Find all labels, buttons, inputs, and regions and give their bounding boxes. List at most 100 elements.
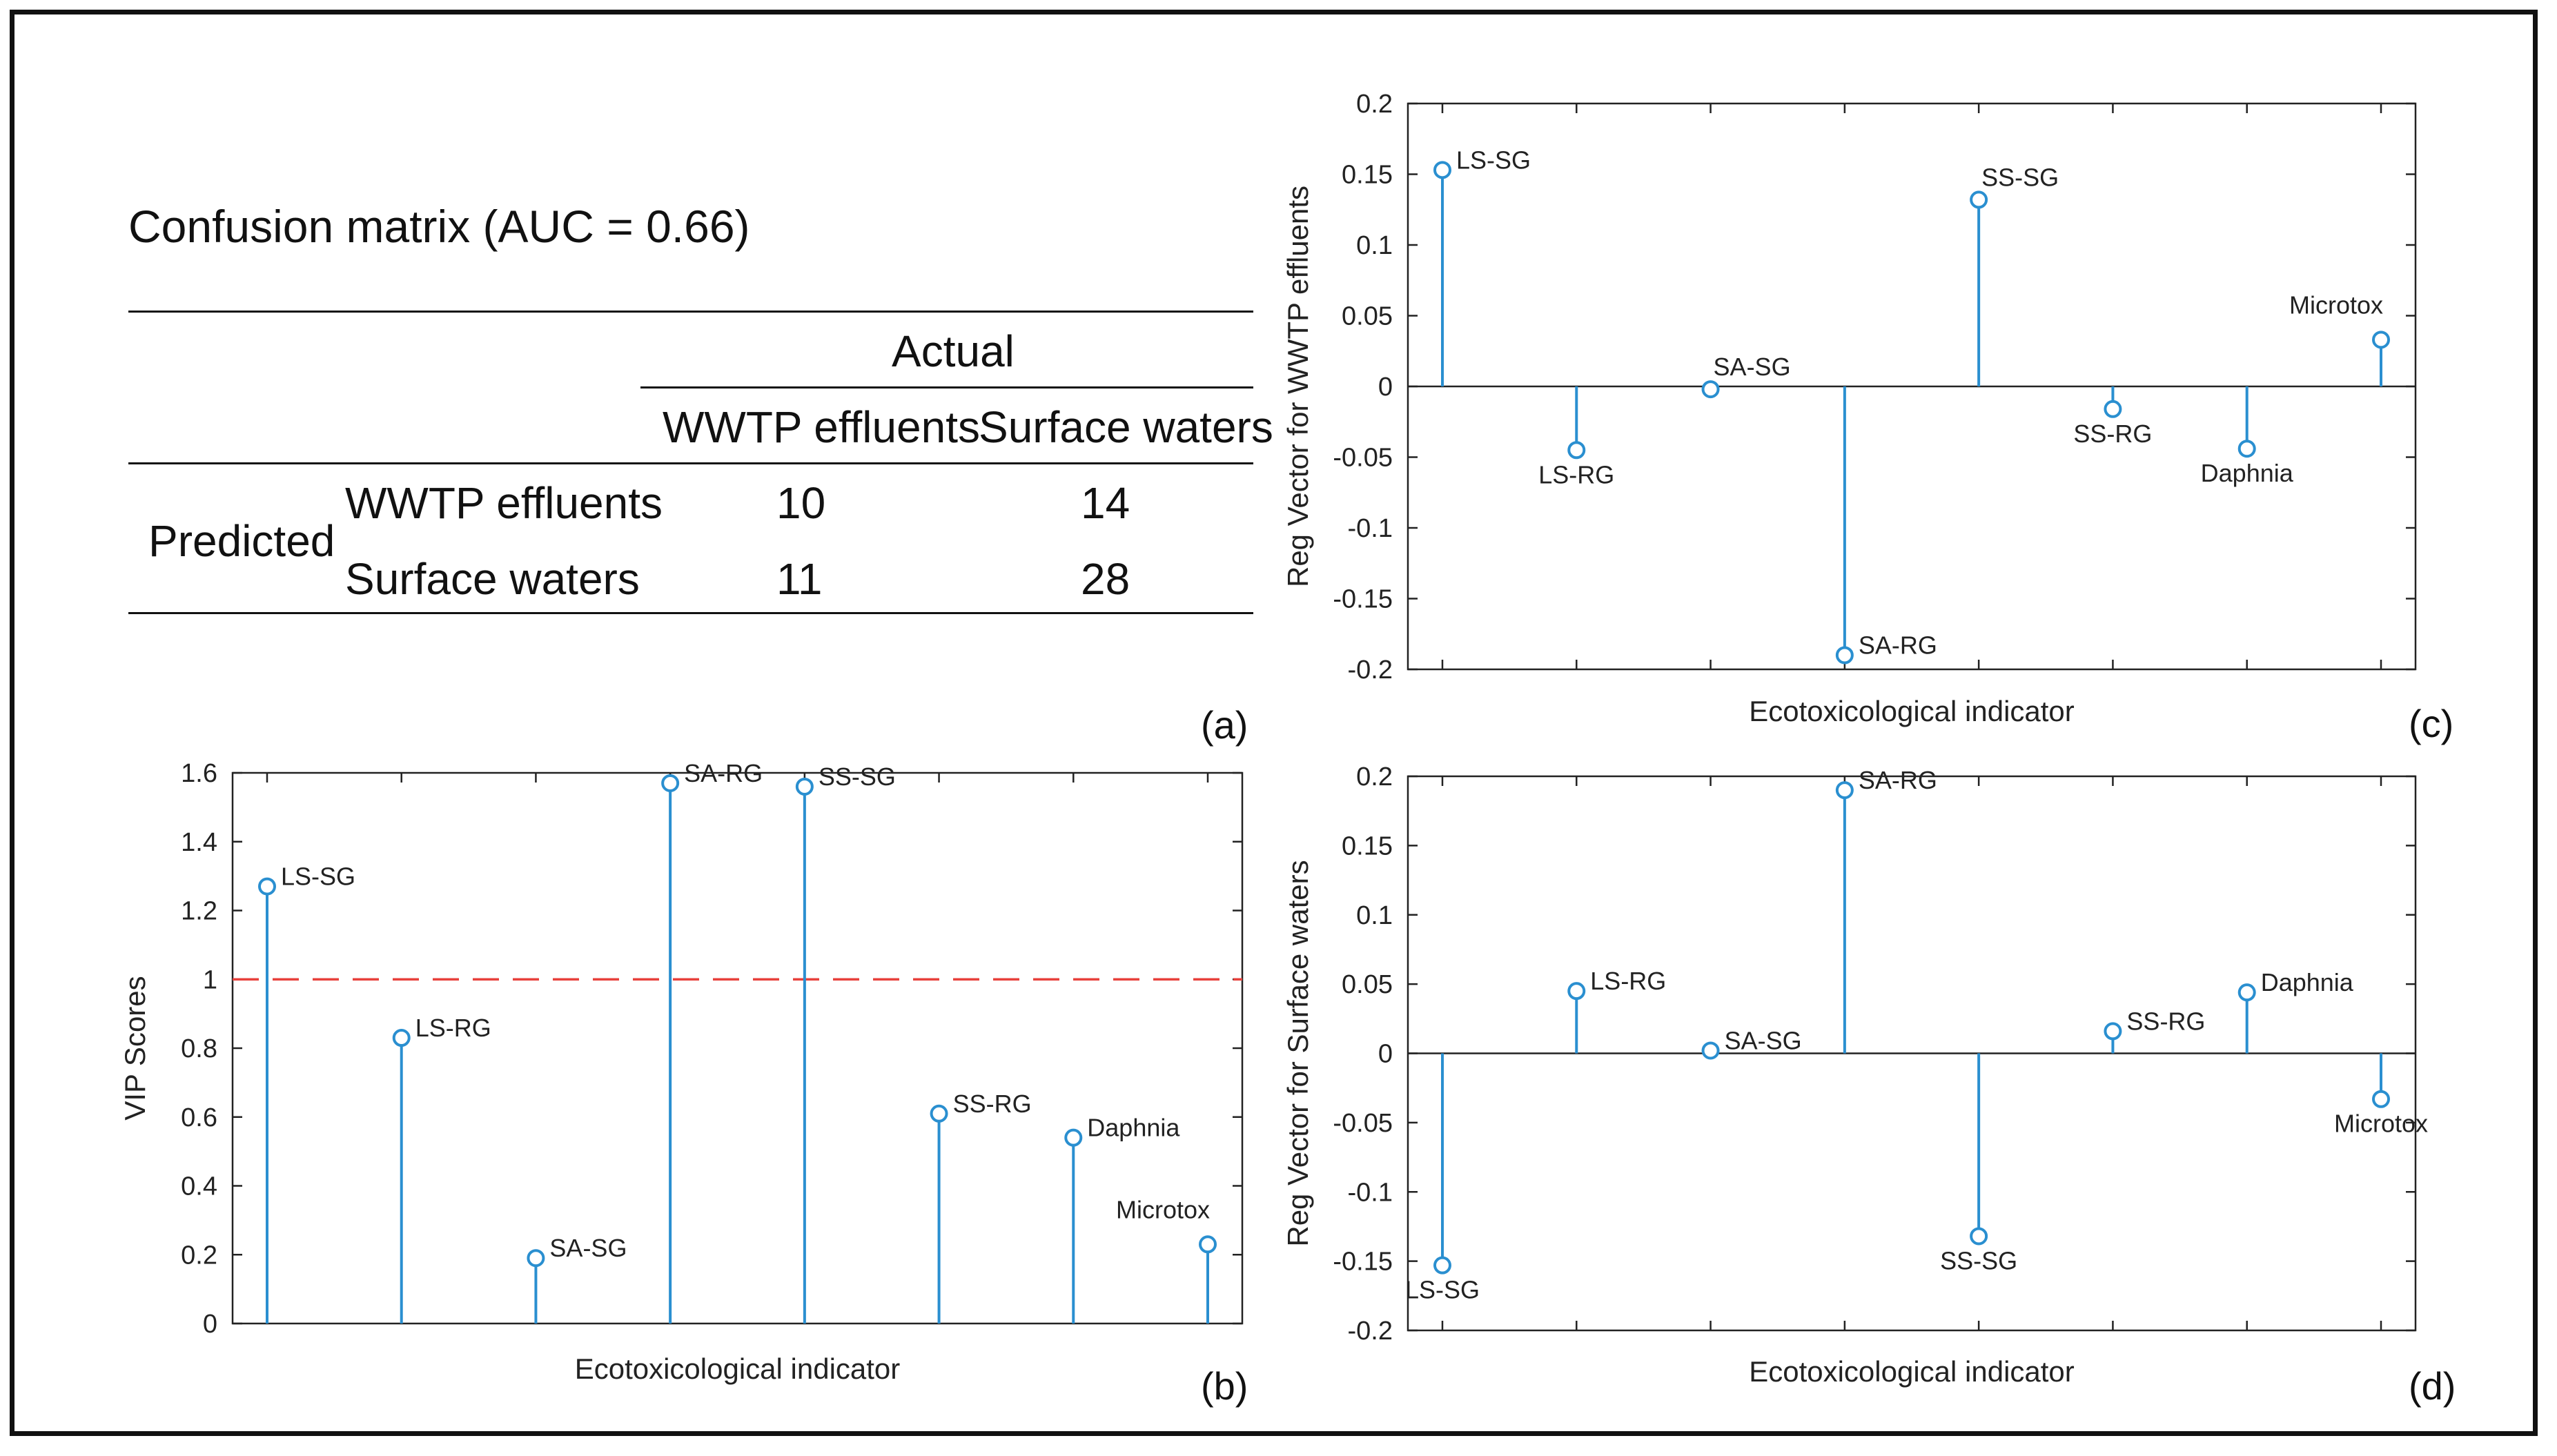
- y-tick-label: -0.2: [1348, 1317, 1393, 1346]
- stem-marker: [1064, 1128, 1083, 1147]
- y-axis-label: Reg Vector for WWTP effluents: [1282, 186, 1314, 587]
- stem-marker: [2237, 983, 2256, 1002]
- data-label: Microtox: [2289, 291, 2383, 319]
- data-label: SA-SG: [1714, 353, 1791, 381]
- data-label: Microtox: [1116, 1195, 1210, 1223]
- stem-sa-sg: SA-SG: [1701, 353, 1791, 399]
- y-tick-label: -0.05: [1333, 1109, 1393, 1138]
- stem-ss-sg: SS-SG: [1940, 1053, 2017, 1275]
- y-tick-label: 0.2: [1356, 763, 1393, 791]
- stem-sa-rg: SA-RG: [1835, 386, 1937, 665]
- stem-marker: [1970, 190, 1988, 209]
- y-tick-label: 0.2: [181, 1241, 217, 1270]
- panel-label-c: (c): [2409, 702, 2453, 745]
- stem-ls-sg: LS-SG: [258, 863, 355, 1324]
- y-tick-label: 0.05: [1342, 970, 1393, 999]
- cell-wwtp-surface: 14: [1081, 478, 1130, 528]
- y-tick-label: 0.15: [1342, 832, 1393, 860]
- data-label: LS-SG: [1405, 1276, 1480, 1304]
- stem-marker: [258, 877, 276, 896]
- stem-marker: [1567, 441, 1586, 460]
- data-label: LS-RG: [415, 1014, 491, 1042]
- column-header-wwtp: WWTP effluents: [663, 402, 980, 452]
- stem-microtox: Microtox: [1116, 1195, 1217, 1324]
- y-tick-label: 1.2: [181, 897, 217, 926]
- row-label-surface: Surface waters: [345, 554, 640, 604]
- stem-marker: [1433, 1256, 1451, 1275]
- y-tick-label: 0: [1378, 1040, 1393, 1069]
- stem-marker: [392, 1029, 411, 1047]
- stem-marker: [2104, 1022, 2122, 1041]
- x-axis-label: Ecotoxicological indicator: [575, 1352, 901, 1385]
- data-label: SA-RG: [1859, 631, 1937, 660]
- y-tick-label: 0.2: [1356, 90, 1393, 119]
- stem-ls-rg: LS-RG: [1538, 386, 1614, 489]
- y-axis-label: VIP Scores: [119, 976, 151, 1120]
- y-tick-label: 0.1: [1356, 231, 1393, 260]
- stem-ls-sg: LS-SG: [1433, 146, 1531, 386]
- stem-ls-sg: LS-SG: [1405, 1053, 1480, 1304]
- stem-marker: [1199, 1235, 1217, 1254]
- data-label: SS-SG: [1940, 1246, 2017, 1275]
- y-tick-label: 0.05: [1342, 302, 1393, 331]
- data-label: SA-SG: [1725, 1026, 1802, 1054]
- y-tick-label: 0: [203, 1310, 217, 1339]
- x-axis-label: Ecotoxicological indicator: [1749, 695, 2075, 727]
- y-tick-label: 1: [203, 965, 217, 994]
- panel-label-a: (a): [1201, 703, 1248, 747]
- confusion-matrix-title: Confusion matrix (AUC = 0.66): [128, 201, 750, 252]
- data-label: SS-SG: [819, 763, 896, 791]
- actual-header: Actual: [892, 326, 1015, 376]
- stem-ss-sg: SS-SG: [1970, 163, 2059, 386]
- table-bottom-rule: [128, 612, 1253, 614]
- stem-marker: [2372, 331, 2390, 349]
- cell-surface-wwtp: 11: [776, 554, 823, 604]
- stem-marker: [1970, 1227, 1988, 1246]
- predicted-header: Predicted: [148, 516, 335, 566]
- data-label: LS-SG: [1456, 146, 1531, 174]
- actual-header-rule: [640, 386, 1253, 388]
- stem-daphnia: Daphnia: [1064, 1114, 1180, 1324]
- stem-microtox: Microtox: [2334, 1053, 2428, 1138]
- data-label: Daphnia: [2261, 968, 2354, 996]
- y-tick-label: 0.6: [181, 1103, 217, 1132]
- stem-marker: [1701, 380, 1720, 399]
- y-tick-label: -0.1: [1348, 1178, 1393, 1207]
- column-header-surface: Surface waters: [979, 402, 1273, 452]
- y-tick-label: 1.4: [181, 828, 217, 857]
- y-tick-label: -0.2: [1348, 656, 1393, 685]
- cell-surface-surface: 28: [1081, 554, 1130, 604]
- stem-ss-rg: SS-RG: [2073, 386, 2152, 448]
- data-label: SS-SG: [1981, 163, 2059, 191]
- table-header-rule: [128, 462, 1253, 464]
- stem-sa-rg: SA-RG: [1835, 766, 1937, 1054]
- y-tick-label: -0.1: [1348, 514, 1393, 543]
- stem-marker: [2237, 440, 2256, 458]
- data-label: SA-RG: [684, 759, 763, 787]
- data-label: Daphnia: [1087, 1114, 1180, 1142]
- stem-marker: [1835, 646, 1854, 665]
- stem-marker: [1701, 1041, 1720, 1060]
- figure-frame: [10, 10, 2538, 1436]
- stem-marker: [1433, 161, 1451, 179]
- y-tick-label: 0.8: [181, 1034, 217, 1063]
- table-top-rule: [128, 311, 1253, 313]
- data-label: SS-RG: [2073, 420, 2152, 448]
- data-label: Microtox: [2334, 1110, 2428, 1138]
- stem-daphnia: Daphnia: [2201, 386, 2294, 487]
- y-tick-label: 0.15: [1342, 161, 1393, 190]
- y-tick-label: -0.15: [1333, 1248, 1393, 1277]
- y-axis-label: Reg Vector for Surface waters: [1282, 860, 1314, 1246]
- y-tick-label: -0.15: [1333, 585, 1393, 614]
- cell-wwtp-wwtp: 10: [776, 478, 826, 528]
- data-label: SA-RG: [1859, 766, 1937, 794]
- data-label: LS-RG: [1538, 460, 1614, 489]
- panel-label-b: (b): [1201, 1364, 1248, 1408]
- stem-daphnia: Daphnia: [2237, 968, 2354, 1054]
- y-tick-label: 0: [1378, 373, 1393, 402]
- panel-label-d: (d): [2409, 1364, 2456, 1408]
- data-label: SA-SG: [549, 1234, 627, 1262]
